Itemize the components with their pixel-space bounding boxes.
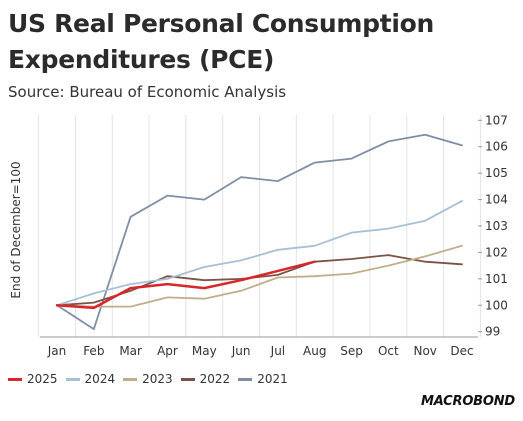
y-tick-label: 106: [485, 140, 508, 154]
legend-item-2025: 2025: [8, 372, 58, 386]
x-tick-label: Jan: [47, 344, 67, 358]
legend-label: 2022: [199, 372, 231, 386]
x-tick-label: Oct: [378, 344, 399, 358]
x-tick-label: Apr: [157, 344, 178, 358]
legend-item-2024: 2024: [65, 372, 116, 386]
chart-subtitle: Source: Bureau of Economic Analysis: [8, 83, 287, 101]
gridlines: [38, 115, 481, 337]
series-line-2021: [56, 133, 463, 331]
x-tick-label: Jul: [270, 344, 285, 358]
series-line-2024: [56, 199, 463, 307]
legend-swatch: [8, 377, 22, 381]
y-tick-label: 107: [485, 113, 508, 127]
macrobond-logo: MACROBOND: [420, 394, 515, 409]
y-tick-label: 100: [485, 298, 508, 312]
chart-title: US Real Personal Consumption Expenditure…: [8, 9, 434, 74]
x-tick-label: Dec: [450, 344, 473, 358]
legend-item-2022: 2022: [180, 372, 231, 386]
legend-label: 2024: [84, 372, 116, 386]
y-tick-label: 105: [485, 166, 508, 180]
x-tick-label: Nov: [413, 344, 436, 358]
x-tick-label: Sep: [340, 344, 363, 358]
legend-swatch: [123, 377, 138, 381]
legend-label: 2023: [142, 372, 173, 386]
y-tick-label: 102: [485, 245, 508, 259]
series-line-2025: [55, 260, 316, 310]
series-lines: [55, 133, 463, 331]
y-tick-label: 99: [485, 325, 500, 339]
y-tick-label: 103: [485, 219, 508, 233]
legend-label: 2025: [27, 372, 58, 386]
legend-swatch: [65, 377, 80, 381]
tick-labels: 99 100 101 102 103 104 105 106 107 Jan Feb Mar Apr Ma…: [9, 113, 508, 358]
legend-item-2023: 2023: [123, 372, 173, 386]
x-tick-label: Jun: [231, 344, 251, 358]
axes: [40, 119, 482, 338]
x-tick-label: Aug: [303, 344, 326, 358]
legend-label: 2021: [257, 372, 288, 386]
legend-item-2021: 2021: [238, 372, 288, 386]
series-line-2023: [56, 244, 463, 308]
x-tick-label: May: [192, 344, 217, 358]
y-tick-label: 104: [485, 193, 508, 207]
x-tick-label: Mar: [119, 344, 142, 358]
legend-swatch: [238, 377, 253, 381]
legend: 2025 2024 2023 2022 2021: [8, 370, 296, 388]
y-axis-title: End of December=100: [9, 161, 23, 298]
y-tick-label: 101: [485, 272, 508, 286]
x-tick-label: Feb: [83, 344, 104, 358]
legend-swatch: [180, 377, 195, 381]
